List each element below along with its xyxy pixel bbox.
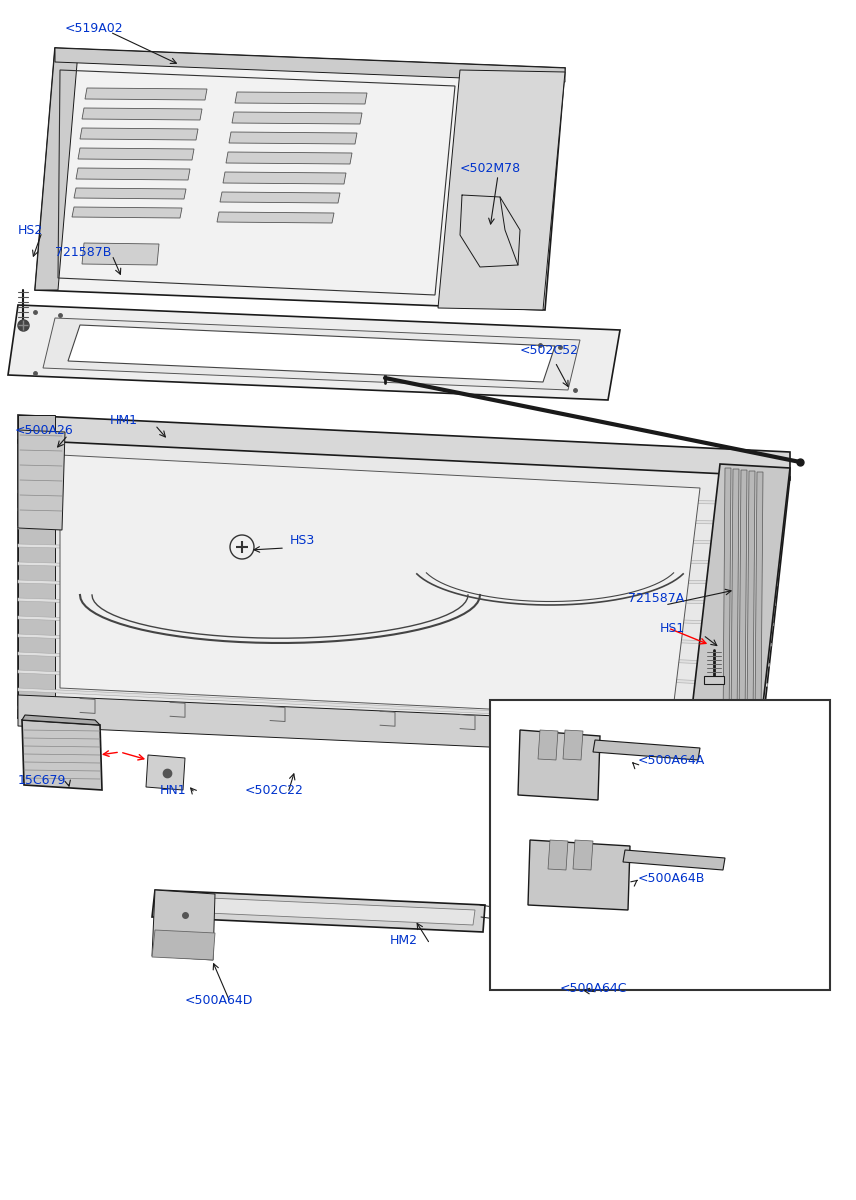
- Text: <502C52: <502C52: [520, 343, 579, 356]
- Polygon shape: [18, 652, 767, 686]
- Text: HS1: HS1: [660, 622, 686, 635]
- Text: HS3: HS3: [290, 534, 315, 546]
- Polygon shape: [35, 48, 78, 290]
- Text: <502M78: <502M78: [460, 162, 521, 174]
- Polygon shape: [22, 720, 102, 790]
- Polygon shape: [80, 128, 198, 140]
- Text: <519A02: <519A02: [65, 22, 123, 35]
- Text: <500A26: <500A26: [15, 424, 74, 437]
- Polygon shape: [18, 415, 790, 480]
- Polygon shape: [18, 695, 680, 755]
- Polygon shape: [573, 840, 593, 870]
- Text: SOLUTIONS: SOLUTIONS: [181, 527, 675, 601]
- Polygon shape: [220, 192, 340, 203]
- Polygon shape: [232, 112, 362, 124]
- Polygon shape: [152, 890, 485, 932]
- Polygon shape: [18, 670, 765, 707]
- Text: HM2: HM2: [390, 934, 418, 947]
- Polygon shape: [548, 840, 568, 870]
- Polygon shape: [217, 212, 334, 223]
- Text: HS2: HS2: [18, 223, 44, 236]
- Text: HM1: HM1: [110, 414, 138, 426]
- Polygon shape: [235, 92, 367, 104]
- Polygon shape: [18, 526, 781, 545]
- Text: 721587B: 721587B: [55, 246, 111, 259]
- Text: <500A64C: <500A64C: [560, 982, 627, 995]
- Polygon shape: [18, 440, 790, 750]
- Polygon shape: [739, 470, 747, 721]
- Polygon shape: [755, 472, 763, 716]
- Polygon shape: [18, 580, 776, 606]
- Text: HN1: HN1: [160, 784, 187, 797]
- Polygon shape: [8, 305, 620, 400]
- Polygon shape: [18, 634, 770, 666]
- Polygon shape: [563, 730, 583, 760]
- Polygon shape: [623, 850, 725, 870]
- Polygon shape: [518, 730, 600, 800]
- Polygon shape: [704, 676, 724, 684]
- Polygon shape: [18, 598, 773, 626]
- Polygon shape: [593, 740, 700, 760]
- Polygon shape: [18, 430, 65, 530]
- Polygon shape: [152, 930, 215, 960]
- Text: 15C679: 15C679: [18, 774, 67, 786]
- Polygon shape: [18, 616, 771, 646]
- Text: 721587A: 721587A: [628, 592, 684, 605]
- Polygon shape: [55, 48, 565, 82]
- Polygon shape: [43, 318, 580, 390]
- Polygon shape: [226, 152, 352, 164]
- Polygon shape: [18, 508, 783, 526]
- Polygon shape: [747, 470, 755, 719]
- Polygon shape: [72, 206, 182, 218]
- Polygon shape: [438, 70, 565, 310]
- Polygon shape: [18, 415, 55, 718]
- Polygon shape: [78, 148, 194, 160]
- Polygon shape: [146, 755, 185, 790]
- Polygon shape: [60, 455, 700, 718]
- Polygon shape: [18, 544, 779, 565]
- Bar: [490, 700, 830, 990]
- Text: <502C22: <502C22: [245, 784, 304, 797]
- Polygon shape: [18, 490, 785, 505]
- Polygon shape: [528, 840, 630, 910]
- Polygon shape: [68, 325, 555, 382]
- Polygon shape: [152, 890, 215, 960]
- Polygon shape: [723, 468, 731, 725]
- Polygon shape: [18, 706, 762, 746]
- Text: <500A64B: <500A64B: [638, 871, 705, 884]
- Polygon shape: [18, 688, 764, 727]
- Polygon shape: [731, 469, 739, 722]
- Polygon shape: [74, 188, 186, 199]
- Polygon shape: [223, 172, 346, 184]
- Polygon shape: [82, 108, 202, 120]
- Polygon shape: [163, 896, 475, 925]
- Polygon shape: [22, 715, 100, 725]
- Polygon shape: [18, 562, 777, 586]
- Polygon shape: [538, 730, 558, 760]
- Polygon shape: [690, 464, 790, 730]
- Polygon shape: [85, 88, 207, 100]
- Text: <500A64A: <500A64A: [638, 754, 705, 767]
- Text: <500A64D: <500A64D: [185, 994, 253, 1007]
- Polygon shape: [35, 48, 565, 310]
- Polygon shape: [82, 242, 159, 265]
- Polygon shape: [229, 132, 357, 144]
- Polygon shape: [76, 168, 190, 180]
